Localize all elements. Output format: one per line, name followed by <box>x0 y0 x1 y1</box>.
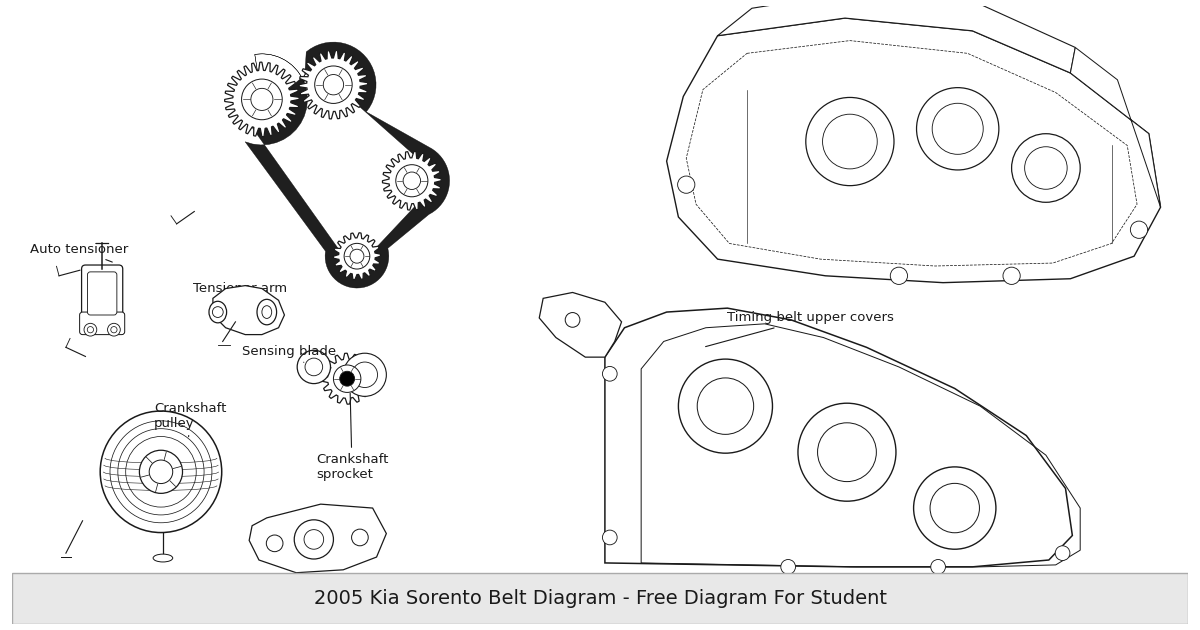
Polygon shape <box>224 62 299 137</box>
Polygon shape <box>718 0 1075 73</box>
Circle shape <box>241 79 282 120</box>
Circle shape <box>913 467 996 549</box>
Circle shape <box>1003 267 1020 284</box>
Circle shape <box>697 378 754 434</box>
Circle shape <box>139 450 182 493</box>
Circle shape <box>1025 147 1067 189</box>
Polygon shape <box>322 353 373 404</box>
Circle shape <box>334 365 361 392</box>
Ellipse shape <box>262 306 271 318</box>
Polygon shape <box>383 151 442 210</box>
Polygon shape <box>334 232 380 280</box>
Circle shape <box>930 483 979 533</box>
Circle shape <box>110 421 212 523</box>
Circle shape <box>149 460 173 484</box>
Circle shape <box>266 535 283 552</box>
Circle shape <box>403 172 420 190</box>
Circle shape <box>298 350 330 384</box>
Circle shape <box>817 423 876 481</box>
Circle shape <box>352 362 378 387</box>
Circle shape <box>350 249 364 263</box>
Circle shape <box>602 530 617 545</box>
FancyBboxPatch shape <box>79 312 125 335</box>
FancyBboxPatch shape <box>88 272 116 315</box>
Circle shape <box>1012 134 1080 202</box>
Circle shape <box>1130 221 1147 238</box>
Circle shape <box>344 243 370 269</box>
Polygon shape <box>299 50 367 119</box>
Circle shape <box>781 559 796 574</box>
Text: Crankshaft
pulley: Crankshaft pulley <box>154 402 227 437</box>
Circle shape <box>118 428 204 515</box>
Circle shape <box>304 530 324 549</box>
Ellipse shape <box>154 554 173 562</box>
Circle shape <box>88 326 94 333</box>
Circle shape <box>602 367 617 381</box>
Polygon shape <box>250 504 386 573</box>
Text: Crankshaft
sprocket: Crankshaft sprocket <box>316 393 388 481</box>
Circle shape <box>806 98 894 186</box>
Polygon shape <box>605 308 1073 567</box>
Polygon shape <box>1070 47 1160 207</box>
Circle shape <box>110 326 118 333</box>
Circle shape <box>314 66 352 103</box>
Circle shape <box>101 411 222 532</box>
Circle shape <box>251 88 272 110</box>
Ellipse shape <box>209 301 227 323</box>
Circle shape <box>126 437 197 507</box>
Text: 2005 Kia Sorento Belt Diagram - Free Diagram For Student: 2005 Kia Sorento Belt Diagram - Free Dia… <box>313 588 887 608</box>
Circle shape <box>678 359 773 453</box>
Circle shape <box>294 520 334 559</box>
Circle shape <box>678 176 695 193</box>
Circle shape <box>352 529 368 546</box>
Circle shape <box>798 403 896 501</box>
Text: Sensing blade: Sensing blade <box>242 345 336 362</box>
Circle shape <box>565 312 580 327</box>
Text: Tensioner arm: Tensioner arm <box>193 282 288 300</box>
Circle shape <box>323 74 343 95</box>
Circle shape <box>890 267 907 284</box>
Circle shape <box>822 114 877 169</box>
Polygon shape <box>245 42 450 288</box>
Circle shape <box>343 353 386 396</box>
Circle shape <box>340 371 355 386</box>
Ellipse shape <box>257 299 277 325</box>
Circle shape <box>305 358 323 375</box>
Circle shape <box>108 323 120 336</box>
Circle shape <box>84 323 97 336</box>
Polygon shape <box>539 292 622 357</box>
Polygon shape <box>212 285 284 335</box>
Circle shape <box>917 88 998 170</box>
Circle shape <box>932 103 983 154</box>
Polygon shape <box>667 18 1160 283</box>
Circle shape <box>1055 546 1070 561</box>
Circle shape <box>396 164 428 197</box>
Circle shape <box>212 307 223 318</box>
Text: Timing belt upper covers: Timing belt upper covers <box>706 311 894 346</box>
Circle shape <box>931 559 946 574</box>
Text: Auto tensioner: Auto tensioner <box>30 243 128 262</box>
FancyBboxPatch shape <box>12 573 1188 624</box>
FancyBboxPatch shape <box>82 265 122 322</box>
